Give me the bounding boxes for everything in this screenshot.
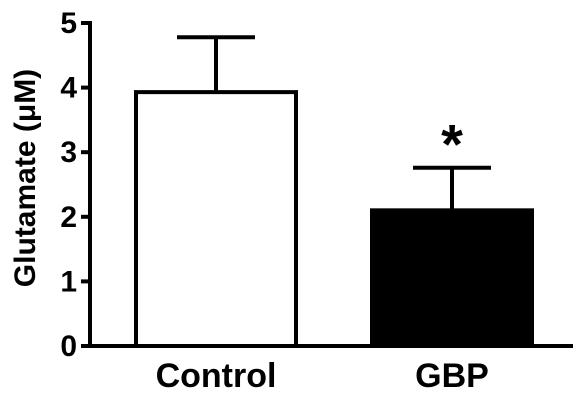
y-tick-label: 0 xyxy=(60,330,77,363)
y-tick-label: 2 xyxy=(60,201,77,234)
significance-asterisk: * xyxy=(441,113,463,176)
bar-gbp xyxy=(370,208,534,348)
x-category-label: GBP xyxy=(415,357,489,393)
y-axis-title: Glutamate (μM) xyxy=(9,69,42,287)
x-labels: Control GBP xyxy=(156,357,489,393)
bars: * xyxy=(134,35,534,349)
y-tick-label: 5 xyxy=(60,7,77,40)
y-tick-label: 1 xyxy=(60,265,77,298)
x-category-label: Control xyxy=(156,357,277,393)
y-tick-label: 4 xyxy=(60,72,77,105)
y-ticks: 0 1 2 3 4 5 xyxy=(60,7,90,363)
bar-control xyxy=(134,90,298,349)
y-tick-label: 3 xyxy=(60,136,77,169)
